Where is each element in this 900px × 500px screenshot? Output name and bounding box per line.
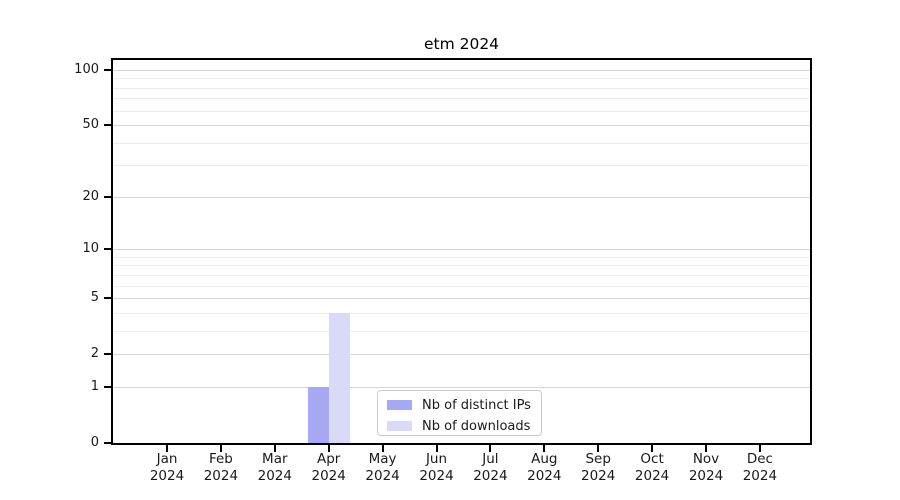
y-tick-label: 0 bbox=[90, 435, 99, 450]
y-tick-mark bbox=[104, 385, 111, 388]
gridline-major bbox=[113, 125, 810, 127]
gridline-minor bbox=[113, 274, 810, 276]
gridline-minor bbox=[113, 256, 810, 258]
legend-swatch-downloads bbox=[387, 421, 412, 431]
y-tick-label: 5 bbox=[90, 290, 99, 306]
x-tick-mark bbox=[381, 445, 384, 452]
y-tick-mark bbox=[104, 442, 111, 444]
y-tick-mark bbox=[104, 353, 111, 356]
gridline-minor bbox=[113, 110, 810, 112]
gridline-minor bbox=[113, 87, 810, 89]
y-tick-mark bbox=[104, 124, 111, 127]
gridline-minor bbox=[113, 165, 810, 167]
y-tick-label: 50 bbox=[82, 117, 99, 133]
x-tick-mark bbox=[705, 445, 707, 452]
x-tick-label: Oct 2024 bbox=[634, 451, 670, 484]
x-tick-mark bbox=[327, 445, 330, 452]
x-tick-label: Feb 2024 bbox=[203, 451, 239, 484]
gridline-major bbox=[113, 196, 810, 198]
legend-label: Nb of downloads bbox=[422, 418, 531, 434]
gridline-minor bbox=[113, 265, 810, 267]
x-tick-mark bbox=[651, 445, 654, 452]
gridline-minor bbox=[113, 98, 810, 100]
x-tick-mark bbox=[166, 445, 168, 452]
y-tick-mark bbox=[104, 248, 111, 251]
y-tick-label: 10 bbox=[82, 241, 99, 257]
x-tick-label: Sep 2024 bbox=[581, 451, 616, 484]
x-tick-mark bbox=[435, 445, 438, 452]
x-tick-mark bbox=[219, 445, 222, 452]
x-tick-label: Dec 2024 bbox=[742, 451, 778, 484]
gridline-major bbox=[113, 354, 810, 356]
legend: Nb of distinct IPs Nb of downloads bbox=[377, 390, 542, 436]
x-tick-label: Mar 2024 bbox=[257, 451, 292, 484]
gridline-minor bbox=[113, 330, 810, 332]
gridline-major bbox=[113, 69, 810, 71]
x-tick-mark bbox=[489, 445, 492, 452]
x-tick-label: Jan 2024 bbox=[149, 451, 185, 484]
x-tick-label: Jun 2024 bbox=[419, 451, 454, 484]
gridline-major bbox=[113, 298, 810, 300]
x-tick-mark bbox=[597, 445, 600, 452]
gridline-minor bbox=[113, 78, 810, 80]
legend-label: Nb of distinct IPs bbox=[422, 397, 531, 413]
y-tick-mark bbox=[104, 68, 111, 71]
gridline-minor bbox=[113, 312, 810, 314]
x-tick-label: Jul 2024 bbox=[473, 451, 508, 484]
x-tick-label: May 2024 bbox=[365, 451, 400, 484]
gridline-major bbox=[113, 386, 810, 388]
gridline-major bbox=[113, 249, 810, 251]
bar-nb-of-downloads-apr-2024 bbox=[328, 312, 350, 443]
y-tick-mark bbox=[104, 297, 111, 300]
x-tick-mark bbox=[543, 445, 546, 452]
legend-swatch-distinct-ips bbox=[387, 400, 412, 410]
y-tick-label: 2 bbox=[90, 346, 99, 362]
x-tick-label: Aug 2024 bbox=[527, 451, 562, 484]
x-tick-mark bbox=[273, 445, 276, 452]
bar-nb-of-distinct-ips-apr-2024 bbox=[307, 386, 329, 443]
legend-item: Nb of downloads bbox=[387, 417, 541, 435]
x-tick-label: Nov 2024 bbox=[688, 451, 724, 484]
gridline-minor bbox=[113, 285, 810, 287]
y-tick-label: 20 bbox=[82, 188, 99, 204]
y-tick-mark bbox=[104, 195, 111, 198]
gridline-minor bbox=[113, 142, 810, 144]
chart-title: etm 2024 bbox=[423, 35, 500, 53]
x-tick-label: Apr 2024 bbox=[311, 451, 346, 484]
plot-area bbox=[111, 58, 812, 445]
y-tick-label: 100 bbox=[74, 61, 99, 77]
legend-item: Nb of distinct IPs bbox=[387, 396, 541, 414]
x-tick-mark bbox=[758, 445, 761, 452]
y-tick-label: 1 bbox=[90, 378, 99, 394]
